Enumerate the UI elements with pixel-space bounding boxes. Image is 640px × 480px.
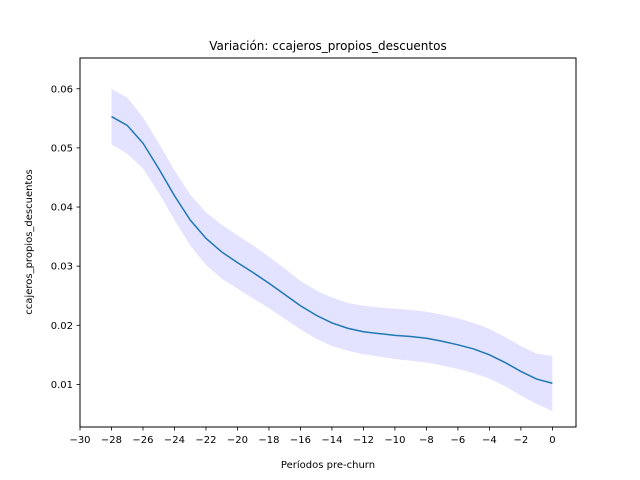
y-tick-label: 0.03	[51, 262, 73, 273]
x-tick-label: −6	[451, 435, 466, 446]
x-tick-label: 0	[549, 435, 555, 446]
x-tick-label: −18	[258, 435, 279, 446]
plot-area	[111, 88, 553, 412]
series-line	[111, 115, 553, 384]
x-tick-label: −20	[227, 435, 248, 446]
x-tick-label: −30	[69, 435, 90, 446]
x-tick-label: −28	[101, 435, 122, 446]
x-tick-label: −2	[514, 435, 529, 446]
x-axis: −30 −28 −26 −24 −22 −20 −18 −16 −14 −12 −10 −8 −6 −4−…	[69, 427, 556, 446]
x-tick-label: −8	[419, 435, 434, 446]
x-tick-label: −22	[195, 435, 216, 446]
x-tick-label: −14	[321, 435, 342, 446]
y-tick-label: 0.06	[51, 84, 73, 95]
plot-frame	[79, 57, 577, 428]
y-axis: 0.01 0.02 0.03 0.04 0.05 0.06	[51, 84, 80, 391]
y-tick-label: 0.02	[51, 321, 73, 332]
x-tick-label: −24	[164, 435, 185, 446]
y-tick-label: 0.05	[51, 143, 73, 154]
x-tick-label: −16	[290, 435, 311, 446]
x-axis-title: Períodos pre-churn	[281, 459, 375, 471]
x-tick-label: −10	[384, 435, 405, 446]
y-tick-label: 0.01	[51, 380, 73, 391]
confidence-band	[111, 88, 553, 412]
y-axis-title: ccajeros_propios_descuentos	[24, 169, 35, 314]
x-tick-label: −4	[482, 435, 497, 446]
y-tick-label: 0.04	[51, 203, 73, 214]
x-tick-label: −12	[353, 435, 374, 446]
x-tick-label: −26	[132, 435, 153, 446]
chart-title: Variación: ccajeros_propios_descuentos	[209, 39, 446, 53]
